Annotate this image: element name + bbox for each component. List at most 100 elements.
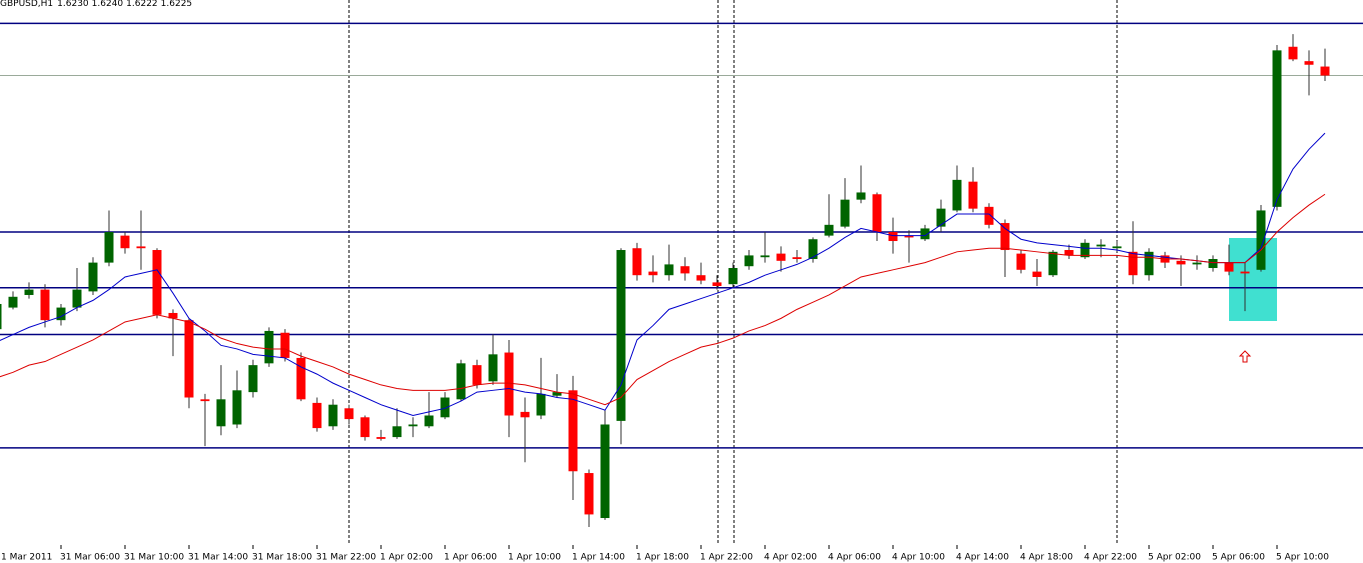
candle-body [1240, 271, 1250, 274]
candle-body [1032, 271, 1042, 277]
candle-body [0, 303, 2, 330]
candle-body [24, 289, 34, 295]
x-tick-label: 1 Apr 02:00 [380, 553, 433, 563]
ohlc-high: 1.6240 [92, 0, 124, 9]
x-tick-label: 31 Mar 06:00 [60, 553, 120, 563]
candle-body [856, 192, 866, 200]
candle-body [1208, 259, 1218, 269]
candle-body [632, 248, 642, 276]
x-tick-label: 31 Mar 18:00 [252, 553, 312, 563]
candle-body [472, 365, 482, 385]
candle-body [280, 332, 290, 358]
candle-body [952, 179, 962, 211]
x-tick-label: 4 Apr 22:00 [1084, 553, 1137, 563]
candle-body [872, 194, 882, 233]
candle-body [968, 181, 978, 209]
x-tick-label: 1 Apr 22:00 [700, 553, 753, 563]
candle-body [1048, 251, 1058, 276]
candle-body [520, 411, 530, 418]
candle-body [232, 390, 242, 425]
symbol: GBPUSD,H1 [0, 0, 53, 9]
candle-body [488, 354, 498, 382]
candle-body [792, 257, 802, 260]
candle-body [1128, 251, 1138, 276]
candle-body [728, 268, 738, 285]
candle-body [584, 473, 594, 515]
candle-body [616, 250, 626, 421]
candle-body [824, 224, 834, 236]
candle-body [72, 289, 82, 308]
candle-body [248, 365, 258, 393]
candle-body [376, 437, 386, 439]
x-tick-label: 5 Apr 10:00 [1276, 553, 1329, 563]
x-tick-label: 4 Apr 14:00 [956, 553, 1009, 563]
candle-body [424, 415, 434, 427]
x-tick-label: 1 Mar 2011 [1, 553, 52, 563]
candle-body [696, 275, 706, 281]
ohlc-low: 1.6222 [126, 0, 158, 9]
candle-body [360, 417, 370, 438]
candle-body [88, 262, 98, 292]
candle-body [552, 392, 562, 396]
candle-body [168, 312, 178, 319]
candle-body [568, 390, 578, 472]
highlight-box [1229, 238, 1277, 321]
x-tick-label: 1 Apr 18:00 [636, 553, 689, 563]
candle-body [904, 235, 914, 238]
x-tick-label: 1 Apr 14:00 [572, 553, 625, 563]
candle-body [216, 399, 226, 427]
candle-body [1064, 250, 1074, 256]
candle-body [40, 289, 50, 321]
x-tick-label: 4 Apr 18:00 [1020, 553, 1073, 563]
candle-body [648, 271, 658, 276]
candle-body [1176, 260, 1186, 265]
candle-body [1000, 223, 1010, 251]
candle-body [1320, 66, 1330, 76]
candle-body [456, 363, 466, 400]
x-tick-label: 4 Apr 06:00 [828, 553, 881, 563]
ohlc-close: 1.6225 [161, 0, 193, 9]
x-tick-label: 5 Apr 06:00 [1212, 553, 1265, 563]
candle-body [1144, 251, 1154, 276]
candle-body [664, 264, 674, 276]
x-tick-label: 1 Apr 06:00 [444, 553, 497, 563]
candle-body [1112, 246, 1122, 249]
candle-body [1304, 61, 1314, 65]
candle-body [184, 320, 194, 398]
candle-body [888, 232, 898, 242]
candle-body [776, 253, 786, 261]
candle-body [1192, 262, 1202, 265]
candle-body [920, 228, 930, 240]
candle-body [344, 408, 354, 420]
candle-body [936, 208, 946, 227]
candle-body [1096, 244, 1106, 247]
candle-body [312, 402, 322, 429]
candle-body [120, 235, 130, 249]
x-tick-label: 1 Apr 10:00 [508, 553, 561, 563]
candle-body [1016, 253, 1026, 270]
candle-body [1080, 242, 1090, 258]
x-tick-label: 31 Mar 22:00 [316, 553, 376, 563]
candle-body [408, 424, 418, 427]
candle-body [504, 352, 514, 416]
candle-body [392, 426, 402, 438]
candle-body [152, 250, 162, 315]
candle-body [744, 255, 754, 267]
candle-body [8, 296, 18, 308]
candle-body [296, 357, 306, 400]
candle-body [1288, 46, 1298, 60]
candle-body [200, 399, 210, 402]
x-tick-label: 31 Mar 10:00 [124, 553, 184, 563]
x-tick-label: 31 Mar 14:00 [188, 553, 248, 563]
moving-average [0, 193, 1326, 406]
x-tick-label: 4 Apr 10:00 [892, 553, 945, 563]
candle-body [808, 239, 818, 260]
ohlc-open: 1.6230 [57, 0, 89, 9]
candle-body [600, 424, 610, 519]
candle-body [1224, 262, 1234, 272]
x-tick-label: 4 Apr 02:00 [764, 553, 817, 563]
candle-body [840, 199, 850, 227]
candle-body [1256, 210, 1266, 270]
